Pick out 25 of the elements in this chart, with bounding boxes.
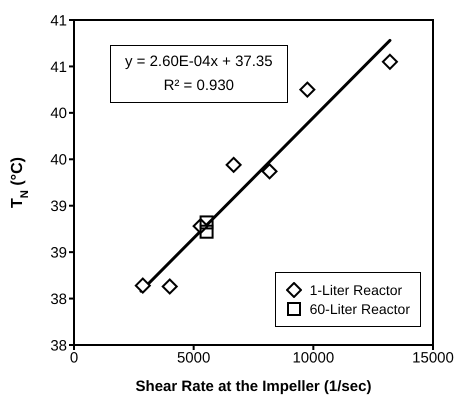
point [200, 215, 214, 230]
x-tick-label: 15000 [412, 350, 454, 367]
x-axis-title: Shear Rate at the Impeller (1/sec) [136, 378, 372, 395]
x-tick-label: 5000 [176, 350, 210, 367]
point [262, 163, 278, 180]
y-tick-label: 38 [50, 337, 67, 354]
point [382, 54, 398, 70]
point [299, 82, 316, 98]
y-tick-label: 38 [50, 290, 67, 308]
y-tick-label: 39 [50, 244, 67, 262]
y-tick-label: 40 [50, 105, 67, 122]
point [162, 278, 178, 294]
legend-label: 60-Liter Reactor [310, 301, 410, 317]
y-tick-label: 40 [50, 152, 67, 169]
point [226, 156, 242, 173]
point [134, 278, 151, 294]
y-tick-label: 41 [50, 58, 67, 76]
x-tick-label: 0 [70, 350, 78, 367]
annotation: R² = 0.930 [162, 76, 236, 96]
y-tick-label: 39 [50, 198, 67, 216]
point [200, 224, 214, 239]
x-tick-label: 10000 [292, 350, 334, 367]
y-tick-label: 41 [50, 12, 67, 30]
legend-label: 1-Liter Reactor [310, 282, 402, 298]
annotation: y = 2.60E-04x + 37.35 [125, 52, 273, 72]
